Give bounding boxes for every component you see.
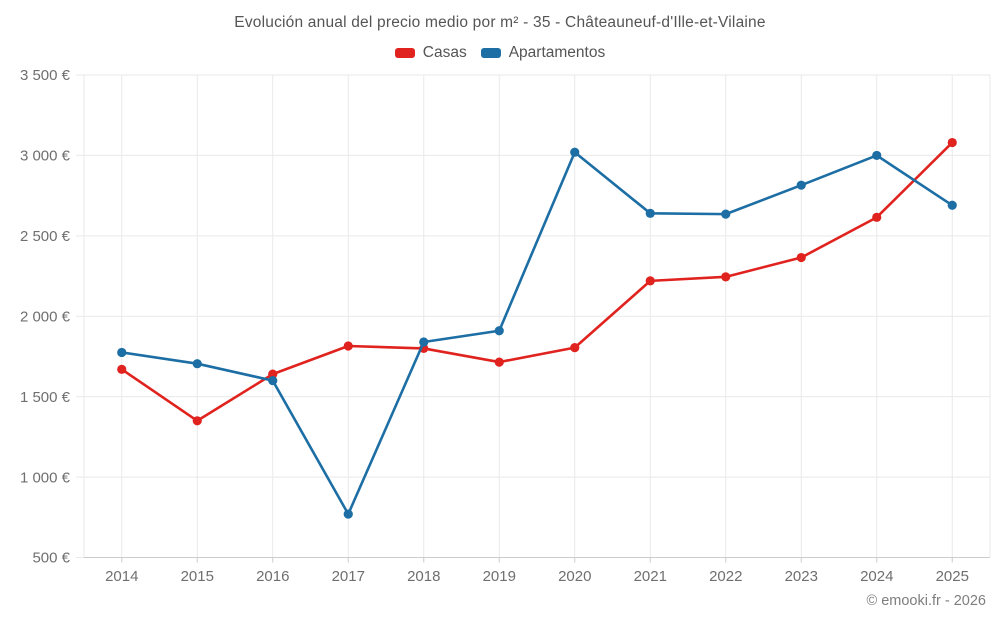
x-axis-tick-label: 2025: [936, 568, 969, 585]
data-point-apartamentos-2014[interactable]: [117, 347, 127, 358]
data-point-apartamentos-2021[interactable]: [645, 208, 655, 218]
chart-title: Evolución anual del precio medio por m² …: [234, 14, 766, 31]
data-point-apartamentos-2024[interactable]: [872, 150, 882, 161]
x-axis-tick-label: 2021: [634, 568, 667, 585]
legend-label-casas: Casas: [422, 44, 467, 61]
y-axis-tick-label: 2 500 €: [20, 228, 71, 245]
x-axis-tick-label: 2018: [407, 568, 440, 585]
data-point-apartamentos-2018[interactable]: [419, 337, 429, 347]
data-point-casas-2022[interactable]: [721, 272, 731, 282]
data-point-apartamentos-2025[interactable]: [947, 200, 957, 210]
x-axis-tick-label: 2023: [785, 568, 818, 585]
y-axis-tick-label: 1 500 €: [20, 389, 71, 406]
data-point-casas-2016[interactable]: [268, 369, 278, 379]
legend-item-apartamentos[interactable]: Apartamentos: [480, 44, 606, 62]
y-axis-tick-label: 500 €: [32, 550, 70, 567]
x-axis-tick-label: 2017: [332, 568, 365, 585]
legend-label-apartamentos: Apartamentos: [508, 44, 606, 61]
series-line-casas: [120, 141, 954, 423]
data-point-apartamentos-2019[interactable]: [494, 326, 504, 336]
data-point-casas-2020[interactable]: [570, 343, 580, 353]
data-point-casas-2015[interactable]: [192, 416, 202, 426]
copyright-watermark: © emooki.fr - 2026: [866, 593, 986, 609]
x-axis-tick-label: 2020: [558, 568, 591, 585]
legend-item-casas[interactable]: Casas: [394, 44, 467, 62]
x-axis-tick-label: 2019: [483, 568, 516, 585]
data-point-casas-2017[interactable]: [343, 341, 353, 351]
data-point-casas-2019[interactable]: [494, 357, 504, 367]
data-point-casas-2023[interactable]: [796, 252, 806, 263]
y-axis-tick-label: 3 500 €: [20, 67, 71, 84]
data-point-apartamentos-2022[interactable]: [721, 209, 731, 219]
apartamentos-color-swatch: [480, 48, 501, 58]
data-point-apartamentos-2023[interactable]: [796, 180, 806, 190]
x-axis-tick-label: 2022: [709, 568, 742, 585]
data-point-casas-2024[interactable]: [872, 212, 882, 222]
data-point-apartamentos-2017[interactable]: [343, 509, 353, 519]
chart-legend: Casas Apartamentos: [0, 44, 1000, 62]
casas-color-swatch: [394, 48, 415, 58]
data-point-casas-2021[interactable]: [645, 276, 655, 286]
y-axis-tick-label: 2 000 €: [20, 308, 71, 325]
y-axis-tick-label: 3 000 €: [20, 148, 71, 165]
data-point-casas-2025[interactable]: [947, 137, 957, 148]
data-point-apartamentos-2020[interactable]: [570, 147, 580, 157]
x-axis-tick-label: 2016: [256, 568, 289, 585]
x-axis-tick-label: 2015: [181, 568, 214, 585]
data-point-apartamentos-2015[interactable]: [192, 359, 202, 369]
data-point-apartamentos-2016[interactable]: [268, 375, 278, 386]
series-line-apartamentos: [120, 150, 954, 516]
x-axis-tick-label: 2024: [860, 568, 893, 585]
y-axis-tick-label: 1 000 €: [20, 469, 71, 486]
x-axis-tick-label: 2014: [105, 568, 138, 585]
data-point-casas-2014[interactable]: [117, 364, 127, 374]
